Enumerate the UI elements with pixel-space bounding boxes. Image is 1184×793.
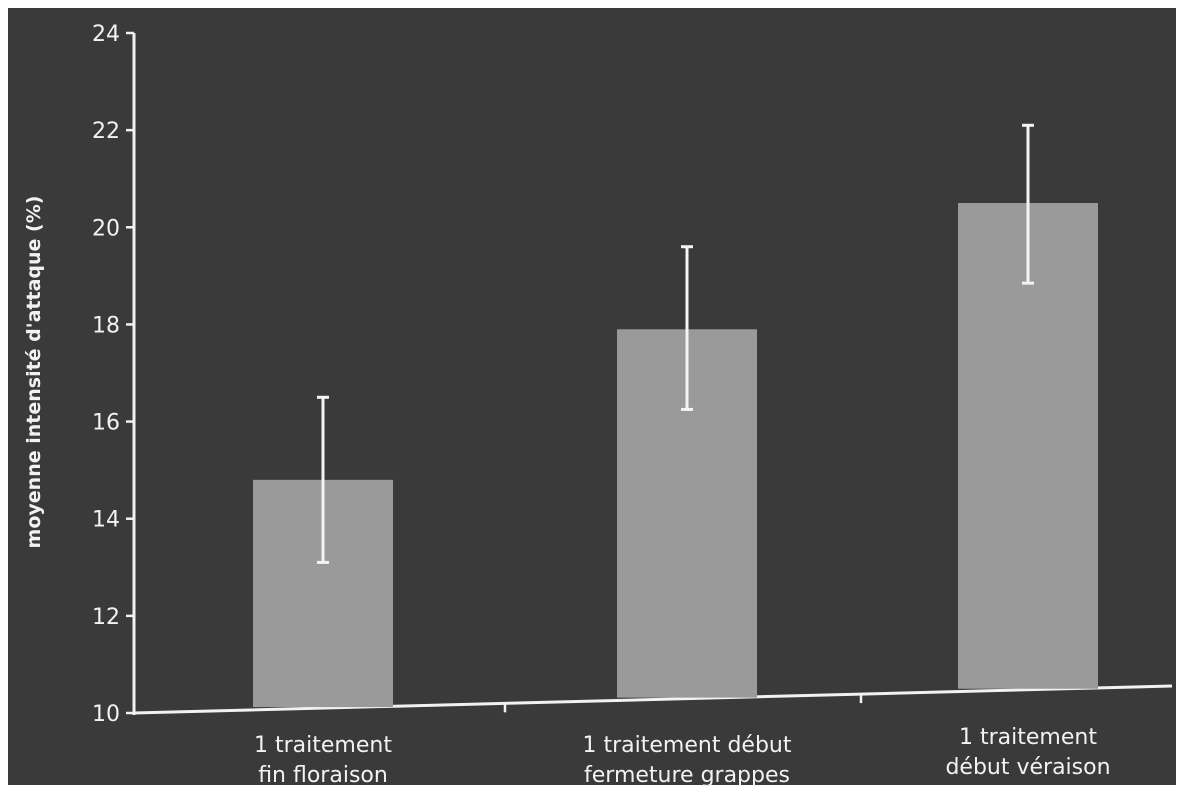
x-axis-line — [133, 684, 1173, 715]
axes — [126, 31, 1173, 715]
x-tick-label: début véraison — [945, 755, 1110, 780]
y-tick-label: 22 — [92, 119, 120, 144]
x-tick-label: 1 traitement début — [583, 733, 792, 758]
y-tick-label: 20 — [92, 216, 120, 241]
y-tick-label: 12 — [92, 605, 120, 630]
y-tick-label: 10 — [92, 702, 120, 727]
error-bars — [317, 123, 1034, 564]
y-tick-label: 14 — [92, 508, 120, 533]
x-tick-label: 1 traitement — [959, 725, 1097, 750]
x-tick-label: fermeture grappes — [584, 763, 790, 788]
labels: 10 12 14 16 18 20 22 24 moyenne intensité d'atta… — [23, 22, 1111, 788]
x-tick-label: fin floraison — [258, 763, 388, 788]
bars — [253, 203, 1098, 708]
y-tick-label: 16 — [92, 411, 120, 436]
y-axis-title: moyenne intensité d'attaque (%) — [23, 196, 45, 549]
y-tick-label: 18 — [92, 313, 120, 338]
y-tick-label: 24 — [92, 22, 120, 47]
x-tick-label: 1 traitement — [254, 733, 392, 758]
